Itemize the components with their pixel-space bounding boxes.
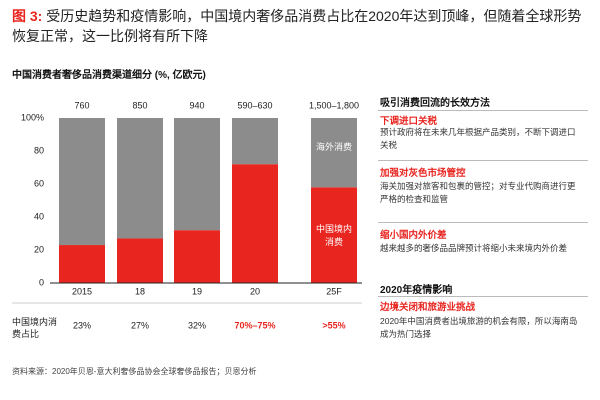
bar-segment [117,238,163,283]
title: 受历史趋势和疫情影响，中国境内奢侈品消费占比在2020年达到顶峰，但随着全球形势… [12,8,582,44]
bar-segment [232,118,278,165]
x-tick-label: 18 [135,286,145,296]
y-tick-label: 80 [34,145,44,155]
bar-segment [59,118,105,246]
x-tick-label: 20 [250,286,260,296]
total-label: 590–630 [237,100,272,110]
bar-segment [174,230,220,283]
divider [378,296,588,297]
series-label: 中国境内消费 [315,224,352,248]
value-label: 32% [188,320,206,330]
bar-segment [311,118,357,188]
series-label: 海外消费 [315,141,352,152]
item-text: 越来越多的奢侈品品牌预计将缩小未来境内外价差 [380,243,568,253]
bar-segment [311,187,357,283]
y-tick-label: 100% [21,112,44,122]
y-tick-label: 20 [34,244,44,254]
chart: 0 20 40 60 80 100% 760 2015 23% 850 18 27% 940 19 32% 5… [12,100,362,330]
bar-segment [59,245,105,283]
total-label: 1,500–1,800 [309,100,359,110]
bar-segment [232,164,278,283]
item-text: 海关加强对旅客和包裹的管控；对专业代购商进行更严格的检查和监管 [380,181,576,204]
y-tick-label: 60 [34,178,44,188]
bar-segment [174,118,220,231]
value-label: 27% [131,320,149,330]
source: 资料来源：2020年贝恩-意大利奢侈品协会全球奢侈品报告；贝恩分析 [12,367,257,376]
total-label: 850 [132,100,147,110]
x-tick-label: 19 [192,286,202,296]
value-label: 70%–75% [234,320,275,330]
x-tick-label: 25F [326,286,342,296]
y-tick-label: 40 [34,211,44,221]
total-label: 760 [74,100,89,110]
y-tick-label: 0 [39,277,44,287]
item-text: 预计政府将在未来几年根据产品类别，不断下调进口关税 [380,127,576,150]
item-title: 下调进口关税 [380,116,438,127]
divider [378,160,588,161]
divider [378,222,588,223]
x-tick-label: 2015 [72,286,92,296]
title-block: 图 3: 受历史趋势和疫情影响，中国境内奢侈品消费占比在2020年达到顶峰，但随… [12,6,588,46]
value-label: 23% [73,320,91,330]
value-label: >55% [322,320,345,330]
panel-heading: 吸引消费回流的长效方法 [380,98,490,109]
divider [378,110,588,111]
item-text: 2020年中国消费者出境旅游的机会有限，所以海南岛成为热门选择 [380,316,578,339]
item-title: 缩小国内外价差 [380,230,447,241]
row-label: 中国境内消费占比 [12,317,58,339]
panel-heading: 2020年疫情影响 [380,285,453,296]
total-label: 940 [189,100,204,110]
item-title: 加强对灰色市场管控 [380,168,466,179]
bar-segment [117,118,163,239]
item-title: 边境关闭和旅游业挑战 [380,302,476,313]
chart-title: 中国消费者奢侈品消费渠道细分 (%, 亿欧元) [12,70,206,81]
figure-label: 图 3: [12,8,43,24]
